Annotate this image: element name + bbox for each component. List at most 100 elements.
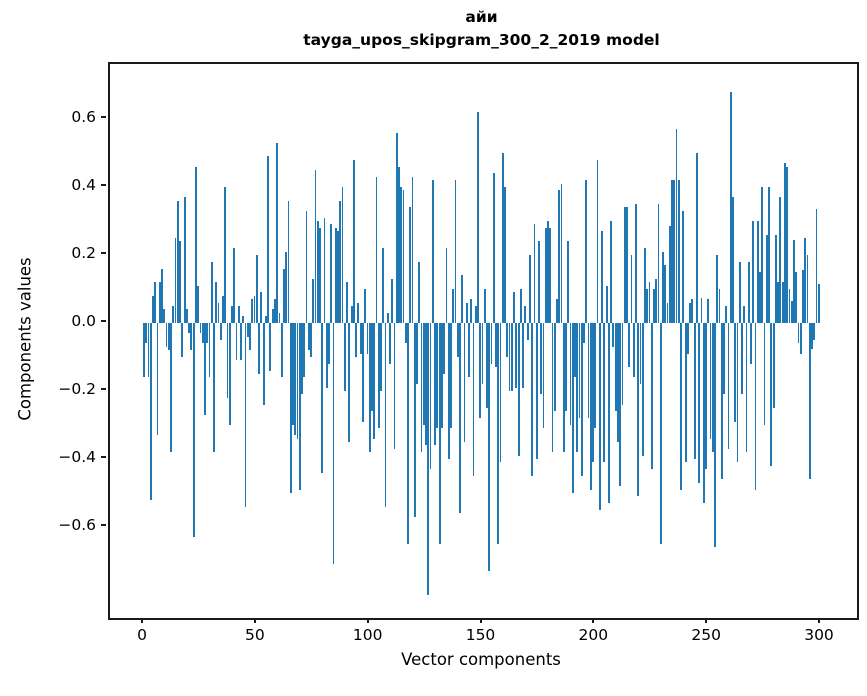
bar: [664, 265, 667, 323]
bar: [686, 323, 689, 354]
bar: [483, 289, 486, 323]
bar: [700, 297, 703, 323]
bar: [675, 129, 678, 323]
bar: [427, 323, 430, 595]
bar: [510, 323, 513, 391]
bar: [628, 323, 631, 368]
bar: [689, 302, 692, 323]
bar: [506, 323, 509, 357]
bar: [233, 248, 236, 323]
bar: [535, 323, 538, 459]
x-tick-label: 100: [352, 626, 383, 644]
bar: [172, 306, 175, 323]
bar: [474, 306, 477, 323]
bar: [644, 248, 646, 323]
bar: [278, 312, 281, 323]
y-tick-label: −0.6: [58, 516, 96, 534]
bar: [472, 323, 475, 476]
bar: [371, 323, 373, 412]
bar: [732, 197, 734, 323]
bar: [337, 231, 339, 323]
y-tick: [101, 116, 106, 118]
bar: [553, 323, 556, 412]
bar: [677, 180, 680, 323]
bar: [407, 323, 409, 544]
bar: [280, 323, 283, 378]
bar: [750, 323, 752, 364]
bar: [632, 323, 635, 378]
bar: [145, 323, 148, 344]
bar: [276, 142, 279, 323]
bar: [425, 323, 427, 446]
bar: [434, 323, 436, 446]
x-tick-label: 250: [691, 626, 721, 644]
bar: [495, 323, 497, 368]
bar: [680, 323, 682, 490]
bar: [210, 261, 213, 323]
bar: [592, 323, 594, 463]
x-tick-label: 0: [137, 626, 147, 644]
bar: [459, 323, 461, 514]
bar: [646, 289, 649, 323]
x-tick: [366, 618, 369, 623]
bar: [716, 255, 719, 323]
bar: [228, 323, 231, 425]
bar: [653, 289, 655, 323]
bar: [614, 323, 617, 412]
bar: [477, 112, 479, 323]
bar: [258, 323, 260, 374]
x-tick-label: 150: [465, 626, 496, 644]
bar: [368, 323, 371, 453]
bar: [734, 323, 737, 422]
y-tick: [101, 252, 106, 254]
bar: [463, 323, 466, 442]
bar: [346, 282, 348, 323]
bar: [438, 323, 441, 544]
bar: [240, 323, 242, 361]
bar: [226, 323, 229, 398]
bar: [217, 302, 220, 323]
bar: [603, 323, 606, 463]
bar: [562, 323, 565, 453]
bar: [273, 299, 276, 323]
bar: [605, 285, 608, 323]
bar: [774, 234, 777, 323]
bar: [705, 323, 707, 470]
bar: [815, 209, 818, 323]
bar: [802, 270, 804, 323]
bar: [352, 159, 355, 323]
y-tick-label: 0.2: [71, 244, 96, 262]
bar: [143, 323, 145, 378]
x-tick-label: 50: [244, 626, 265, 644]
bar: [583, 323, 585, 344]
bar: [763, 323, 766, 425]
bar: [709, 323, 712, 439]
bar: [752, 221, 755, 323]
bar: [617, 323, 619, 442]
x-axis-label: Vector components: [401, 650, 561, 669]
bar: [727, 323, 730, 449]
bar: [811, 323, 813, 349]
bar: [725, 306, 728, 323]
bar: [395, 132, 398, 323]
bar: [580, 323, 583, 476]
bar: [380, 323, 382, 391]
bar: [513, 292, 515, 323]
x-tick: [818, 618, 820, 623]
bar: [756, 221, 759, 323]
bar: [154, 282, 157, 323]
bar: [538, 241, 540, 323]
bar: [163, 309, 166, 323]
bar: [391, 278, 394, 323]
bar: [598, 323, 601, 510]
bar: [531, 323, 534, 476]
bar: [244, 323, 247, 507]
x-tick-label: 300: [804, 626, 834, 644]
bar: [325, 323, 328, 388]
bar: [149, 323, 152, 500]
y-tick: [101, 320, 106, 322]
bar: [768, 187, 770, 323]
y-tick-label: 0.4: [71, 176, 96, 194]
bar: [215, 282, 218, 323]
bar: [402, 190, 405, 323]
